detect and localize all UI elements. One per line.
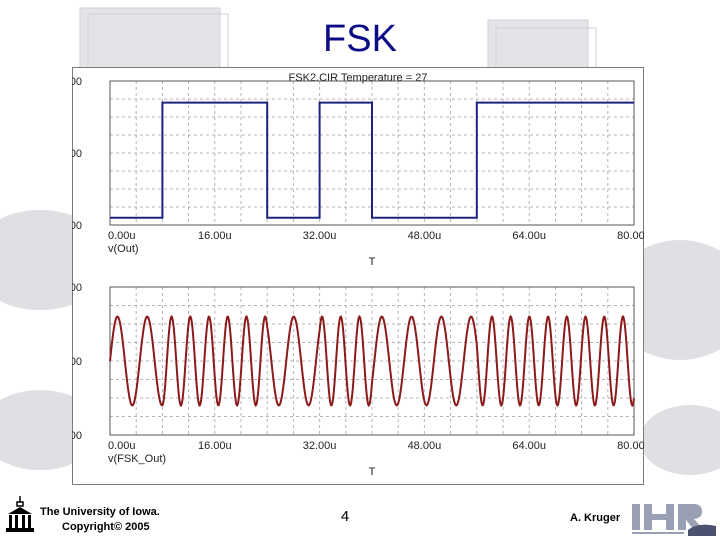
y-tick-label: 5.00 xyxy=(72,282,82,294)
x-tick-label: 80.00u xyxy=(617,230,644,242)
y-tick-label: 0.00 xyxy=(72,356,82,368)
plot-area xyxy=(109,80,635,226)
y-tick-label: 4.00 xyxy=(72,76,82,88)
scope-frame xyxy=(72,67,644,485)
university-logo xyxy=(4,494,36,534)
series-line-v(FSK_Out) xyxy=(109,314,635,408)
x-tick-label: 32.00u xyxy=(303,440,337,452)
x-tick-label: 0.00u xyxy=(108,440,136,452)
author-text: A. Kruger xyxy=(570,512,621,524)
x-tick-label: 64.00u xyxy=(512,440,546,452)
x-tick-label: 0.00u xyxy=(108,230,136,242)
institution-text: The University of Iowa. xyxy=(40,506,160,518)
x-tick-label: 32.00u xyxy=(303,230,337,242)
series-line-v(Out) xyxy=(110,101,634,219)
y-tick-label: 0.00 xyxy=(72,220,82,232)
plot-out: 4.00 2.00 0.00 0.00u 16.00u 32.00u 48.00u 64.00… xyxy=(72,76,644,268)
plot-fsk-out: 5.00 0.00 -5.00 0.00u 16.00u 32.00u 48.00u 64.0… xyxy=(72,282,644,478)
x-tick-label: 48.00u xyxy=(408,440,442,452)
x-axis-label: T xyxy=(369,256,376,268)
scope-panel: FSK2.CIR Temperature = 27 4.00 2.00 0.00 0.… xyxy=(72,67,644,485)
x-tick-label: 16.00u xyxy=(198,230,232,242)
y-tick-label: 2.00 xyxy=(72,148,82,160)
trace-label: v(FSK_Out) xyxy=(108,453,166,465)
slide-title: FSK xyxy=(323,18,397,60)
iihr-logo xyxy=(628,500,718,538)
x-axis-label: T xyxy=(369,466,376,478)
copyright-text: Copyright© 2005 xyxy=(62,521,150,533)
x-tick-label: 16.00u xyxy=(198,440,232,452)
page-number: 4 xyxy=(340,508,350,525)
x-tick-label: 64.00u xyxy=(512,230,546,242)
trace-label: v(Out) xyxy=(108,243,139,255)
y-tick-label: -5.00 xyxy=(72,430,82,442)
x-tick-label: 48.00u xyxy=(408,230,442,242)
footer-institution: The University of Iowa. Copyright© 2005 xyxy=(40,505,160,535)
chart-title: FSK2.CIR Temperature = 27 xyxy=(289,72,428,84)
x-tick-label: 80.00u xyxy=(617,440,644,452)
